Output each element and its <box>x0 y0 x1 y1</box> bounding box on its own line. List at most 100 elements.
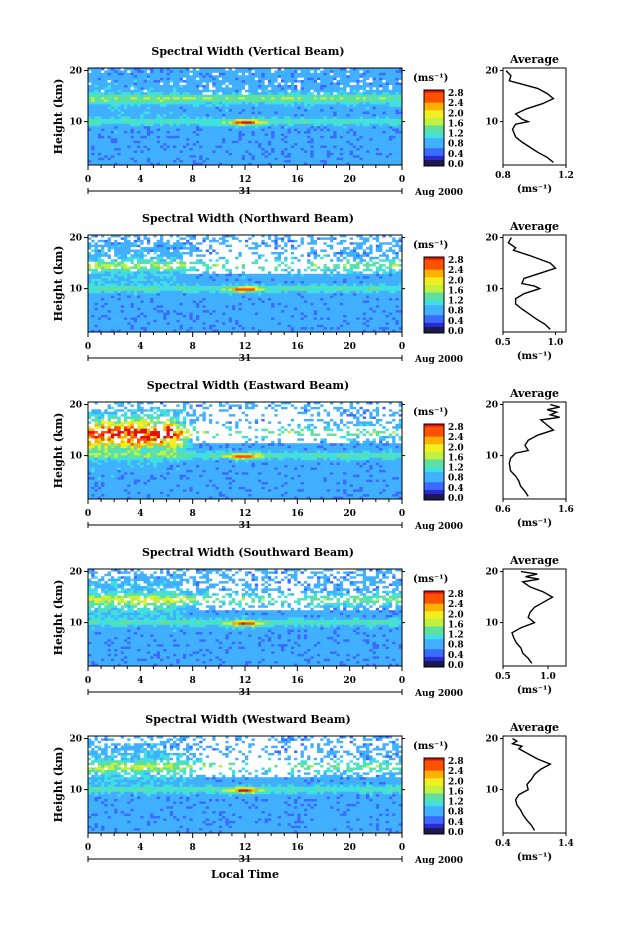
heatmap-cell <box>146 84 151 88</box>
heatmap-cell <box>176 97 180 100</box>
heatmap-cell <box>166 114 171 117</box>
heatmap-cell <box>176 235 180 238</box>
heatmap-cell <box>231 109 236 112</box>
heatmap-cell <box>130 138 135 142</box>
heatmap-cell <box>310 72 314 76</box>
heatmap-cell <box>169 104 174 108</box>
heatmap-cell <box>366 82 370 86</box>
heatmap-cell <box>297 148 301 151</box>
heatmap-cell <box>313 251 318 255</box>
heatmap-cell <box>274 237 279 241</box>
heatmap-cell <box>274 111 279 115</box>
heatmap-cell <box>313 94 318 98</box>
heatmap-cell <box>346 254 350 258</box>
heatmap-cell <box>349 162 354 166</box>
heatmap-cell <box>320 92 324 95</box>
heatmap-cell <box>159 259 164 262</box>
heatmap-cell <box>156 87 161 91</box>
heatmap-cell <box>313 116 318 120</box>
heatmap-cell <box>339 82 344 86</box>
heatmap-cell <box>156 242 161 245</box>
heatmap-cell <box>320 111 324 115</box>
heatmap-cell <box>241 101 246 105</box>
heatmap-cell <box>287 160 292 163</box>
heatmap-cell <box>169 70 174 74</box>
heatmap-cell <box>123 89 128 93</box>
heatmap-cell <box>189 155 193 159</box>
heatmap-cell <box>372 97 377 100</box>
heatmap-cell <box>352 94 357 98</box>
heatmap-cell <box>267 143 272 146</box>
heatmap-cell <box>382 259 386 262</box>
heatmap-cell <box>153 145 157 149</box>
heatmap-cell <box>192 68 197 71</box>
heatmap-cell <box>110 244 115 248</box>
heatmap-cell <box>222 242 226 245</box>
heatmap-cell <box>212 80 216 83</box>
heatmap-cell <box>313 259 318 262</box>
heatmap-cell <box>130 75 135 78</box>
heatmap-cell <box>346 92 350 95</box>
heatmap-cell <box>385 237 390 241</box>
heatmap-cell <box>225 87 229 91</box>
heatmap-cell <box>94 121 99 125</box>
heatmap-cell <box>104 121 108 125</box>
heatmap-cell <box>94 150 99 154</box>
heatmap-cell <box>287 97 292 100</box>
heatmap-cell <box>225 118 229 122</box>
heatmap-cell <box>235 160 239 163</box>
heatmap-cell <box>274 84 279 88</box>
heatmap-cell <box>143 111 148 115</box>
heatmap-cell <box>218 109 223 112</box>
heatmap-cell <box>238 145 243 149</box>
heatmap-cell <box>235 94 239 98</box>
heatmap-cell <box>379 121 383 125</box>
heatmap-cell <box>133 247 138 250</box>
heatmap-cell <box>284 235 288 238</box>
heatmap-cell <box>153 77 157 81</box>
heatmap-cell <box>205 242 210 245</box>
heatmap-cell <box>241 239 246 243</box>
heatmap-cell <box>189 259 193 262</box>
heatmap-cell <box>225 152 229 156</box>
heatmap-cell <box>290 256 295 260</box>
heatmap-cell <box>159 126 164 129</box>
heatmap-cell <box>385 121 390 125</box>
heatmap-cell <box>215 235 220 238</box>
profile-title: Average <box>509 53 559 66</box>
heatmap-cell <box>241 138 246 142</box>
heatmap-cell <box>91 254 95 258</box>
heatmap-cell <box>127 72 131 76</box>
heatmap-cell <box>277 104 282 108</box>
heatmap-cell <box>264 157 269 161</box>
heatmap-cell <box>130 143 135 146</box>
heatmap-cell <box>320 68 324 71</box>
heatmap-cell <box>300 123 305 127</box>
heatmap-cell <box>316 128 321 132</box>
heatmap-cell <box>294 116 298 120</box>
heatmap-cell <box>274 126 279 129</box>
heatmap-cell <box>398 160 403 163</box>
heatmap-cell <box>231 235 236 238</box>
heatmap-cell <box>398 237 403 241</box>
heatmap-cell <box>300 133 305 137</box>
heatmap-cell <box>97 101 102 105</box>
heatmap-cell <box>264 247 269 250</box>
heatmap-cell <box>222 249 226 253</box>
heatmap-cell <box>261 128 265 132</box>
heatmap-cell <box>284 118 288 122</box>
heatmap-cell <box>385 143 390 146</box>
heatmap-cell <box>212 237 216 241</box>
heatmap-cell <box>294 160 298 163</box>
heatmap-cell <box>228 143 233 146</box>
heatmap-cell <box>222 68 226 71</box>
heatmap-cell <box>195 235 200 238</box>
heatmap-cell <box>336 126 341 129</box>
heatmap-cell <box>133 126 138 129</box>
heatmap-cell <box>366 70 370 74</box>
heatmap-cell <box>303 126 308 129</box>
heatmap-cell <box>316 109 321 112</box>
heatmap-cell <box>369 135 373 139</box>
heatmap-cell <box>222 237 226 241</box>
heatmap-cell <box>215 118 220 122</box>
